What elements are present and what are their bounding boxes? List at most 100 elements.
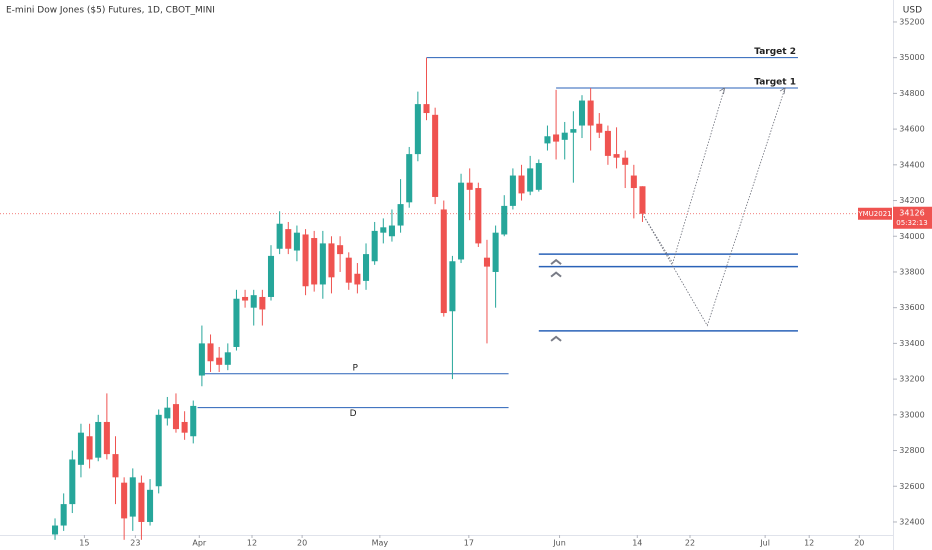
projection-arrow (719, 87, 726, 95)
projection-arrow (779, 87, 786, 95)
candle-body (69, 459, 76, 505)
y-tick-label: 35200 (899, 17, 924, 26)
candle-body (337, 245, 344, 255)
candle-body (414, 104, 421, 155)
candle-body (570, 129, 577, 133)
x-tick-label: Jun (552, 539, 566, 548)
level-label: P (353, 363, 359, 373)
candle-body (155, 414, 162, 487)
y-tick-label: 33800 (899, 267, 924, 276)
x-tick-label: 20 (297, 539, 307, 548)
candle-body (112, 454, 119, 478)
level-label: D (350, 409, 357, 419)
y-tick-label: 35000 (899, 53, 924, 62)
candle-body (224, 352, 231, 365)
candle-body (561, 132, 568, 140)
candle-body (596, 123, 603, 133)
candle-body (475, 188, 482, 244)
candle-body (267, 255, 275, 297)
candle-body (319, 243, 326, 285)
candle-body (483, 257, 490, 267)
y-tick-label: 34200 (899, 196, 924, 205)
currency: USD (903, 6, 922, 16)
chevron (550, 258, 562, 265)
candle-body (95, 421, 102, 458)
x-tick-label: Apr (192, 539, 207, 548)
candle-body (147, 489, 154, 522)
y-tick-label: 32400 (899, 517, 924, 526)
candle-body (207, 343, 214, 362)
candle-body (250, 295, 257, 308)
x-tick-label: 12 (804, 539, 814, 548)
candle-body (345, 257, 352, 283)
y-tick-label: 33000 (899, 410, 924, 419)
candle-body (172, 404, 179, 430)
candle-body (553, 134, 560, 142)
candle-body (328, 243, 335, 278)
candle-body (138, 482, 145, 522)
candle-body (458, 182, 465, 260)
y-tick-label: 34600 (899, 125, 924, 134)
candle-body (492, 232, 499, 272)
candle-body (509, 175, 516, 206)
candle-body (630, 175, 637, 189)
price-tag (893, 206, 932, 229)
candle-body (544, 136, 551, 144)
candle-body (60, 504, 67, 526)
candle-body (86, 436, 93, 460)
candle-body (285, 229, 292, 249)
candle-body (52, 525, 59, 535)
candle-body (613, 154, 620, 158)
x-tick-label: Jul (759, 539, 770, 548)
candle-body (518, 175, 525, 194)
candle-body (190, 405, 197, 437)
candle-body (501, 205, 508, 235)
candle-body (639, 186, 646, 214)
candle-body (242, 296, 249, 301)
candle-body (432, 114, 439, 197)
x-tick-label: 22 (685, 539, 695, 548)
candle-body (216, 357, 223, 365)
candle-body (198, 343, 205, 376)
candle-body (259, 296, 266, 310)
candle-body (77, 432, 84, 465)
x-tick-label: 14 (632, 539, 642, 548)
y-tick-label: 33200 (899, 375, 924, 384)
symbol-tag (858, 207, 892, 220)
candle-body (578, 100, 586, 126)
candle-body (388, 225, 395, 237)
x-tick-label: 12 (247, 539, 257, 548)
projection-path (642, 87, 786, 327)
candle-body (406, 154, 413, 203)
countdown-label: 05:32:13 (896, 219, 927, 227)
y-tick-label: 34800 (899, 89, 924, 98)
x-tick-label: 15 (79, 539, 89, 548)
candle-body (440, 209, 447, 314)
candle-body (466, 182, 473, 190)
y-tick-label: 33400 (899, 339, 924, 348)
chart-title: E-mini Dow Jones ($5) Futures, 1D, CBOT_… (6, 6, 215, 16)
projection-path (642, 87, 725, 265)
candle-body (423, 104, 430, 114)
x-tick-label: 17 (464, 539, 474, 548)
candle-body (397, 204, 404, 226)
candle-body (129, 477, 136, 517)
candle-body (535, 163, 542, 190)
y-tick-label: 33600 (899, 303, 924, 312)
candle-body (604, 130, 611, 156)
candle-body (371, 230, 378, 262)
candle-body (354, 273, 361, 285)
candle-body (103, 421, 110, 455)
candle-body (380, 227, 387, 233)
x-tick-label: 20 (854, 539, 864, 548)
y-tick-label: 32600 (899, 482, 924, 491)
candle-body (121, 482, 128, 519)
level-label: Target 1 (754, 78, 796, 88)
x-tick-label: May (372, 539, 389, 548)
candle-body (181, 421, 188, 433)
y-tick-label: 34400 (899, 160, 924, 169)
symbol-label: YMU2021 (857, 210, 891, 218)
